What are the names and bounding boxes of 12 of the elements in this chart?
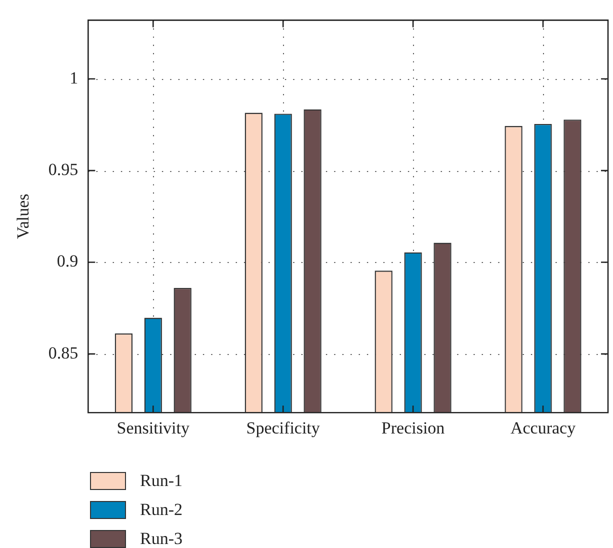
x-tick-label: Sensitivity	[116, 418, 190, 438]
x-tick-label: Accuracy	[510, 418, 576, 438]
y-tick-label: 0.95	[48, 160, 78, 180]
y-tick-label: 0.85	[48, 343, 78, 362]
y-tick-label: 0.9	[56, 252, 78, 271]
y-axis-title: Values	[14, 194, 33, 240]
legend-label: Run-3	[140, 528, 182, 548]
y-tick-label: 1	[70, 68, 78, 88]
legend-label: Run-1	[140, 470, 182, 490]
x-tick-label: Specificity	[246, 418, 320, 438]
legend-label: Run-2	[140, 500, 182, 520]
x-tick-label: Precision	[381, 418, 446, 438]
